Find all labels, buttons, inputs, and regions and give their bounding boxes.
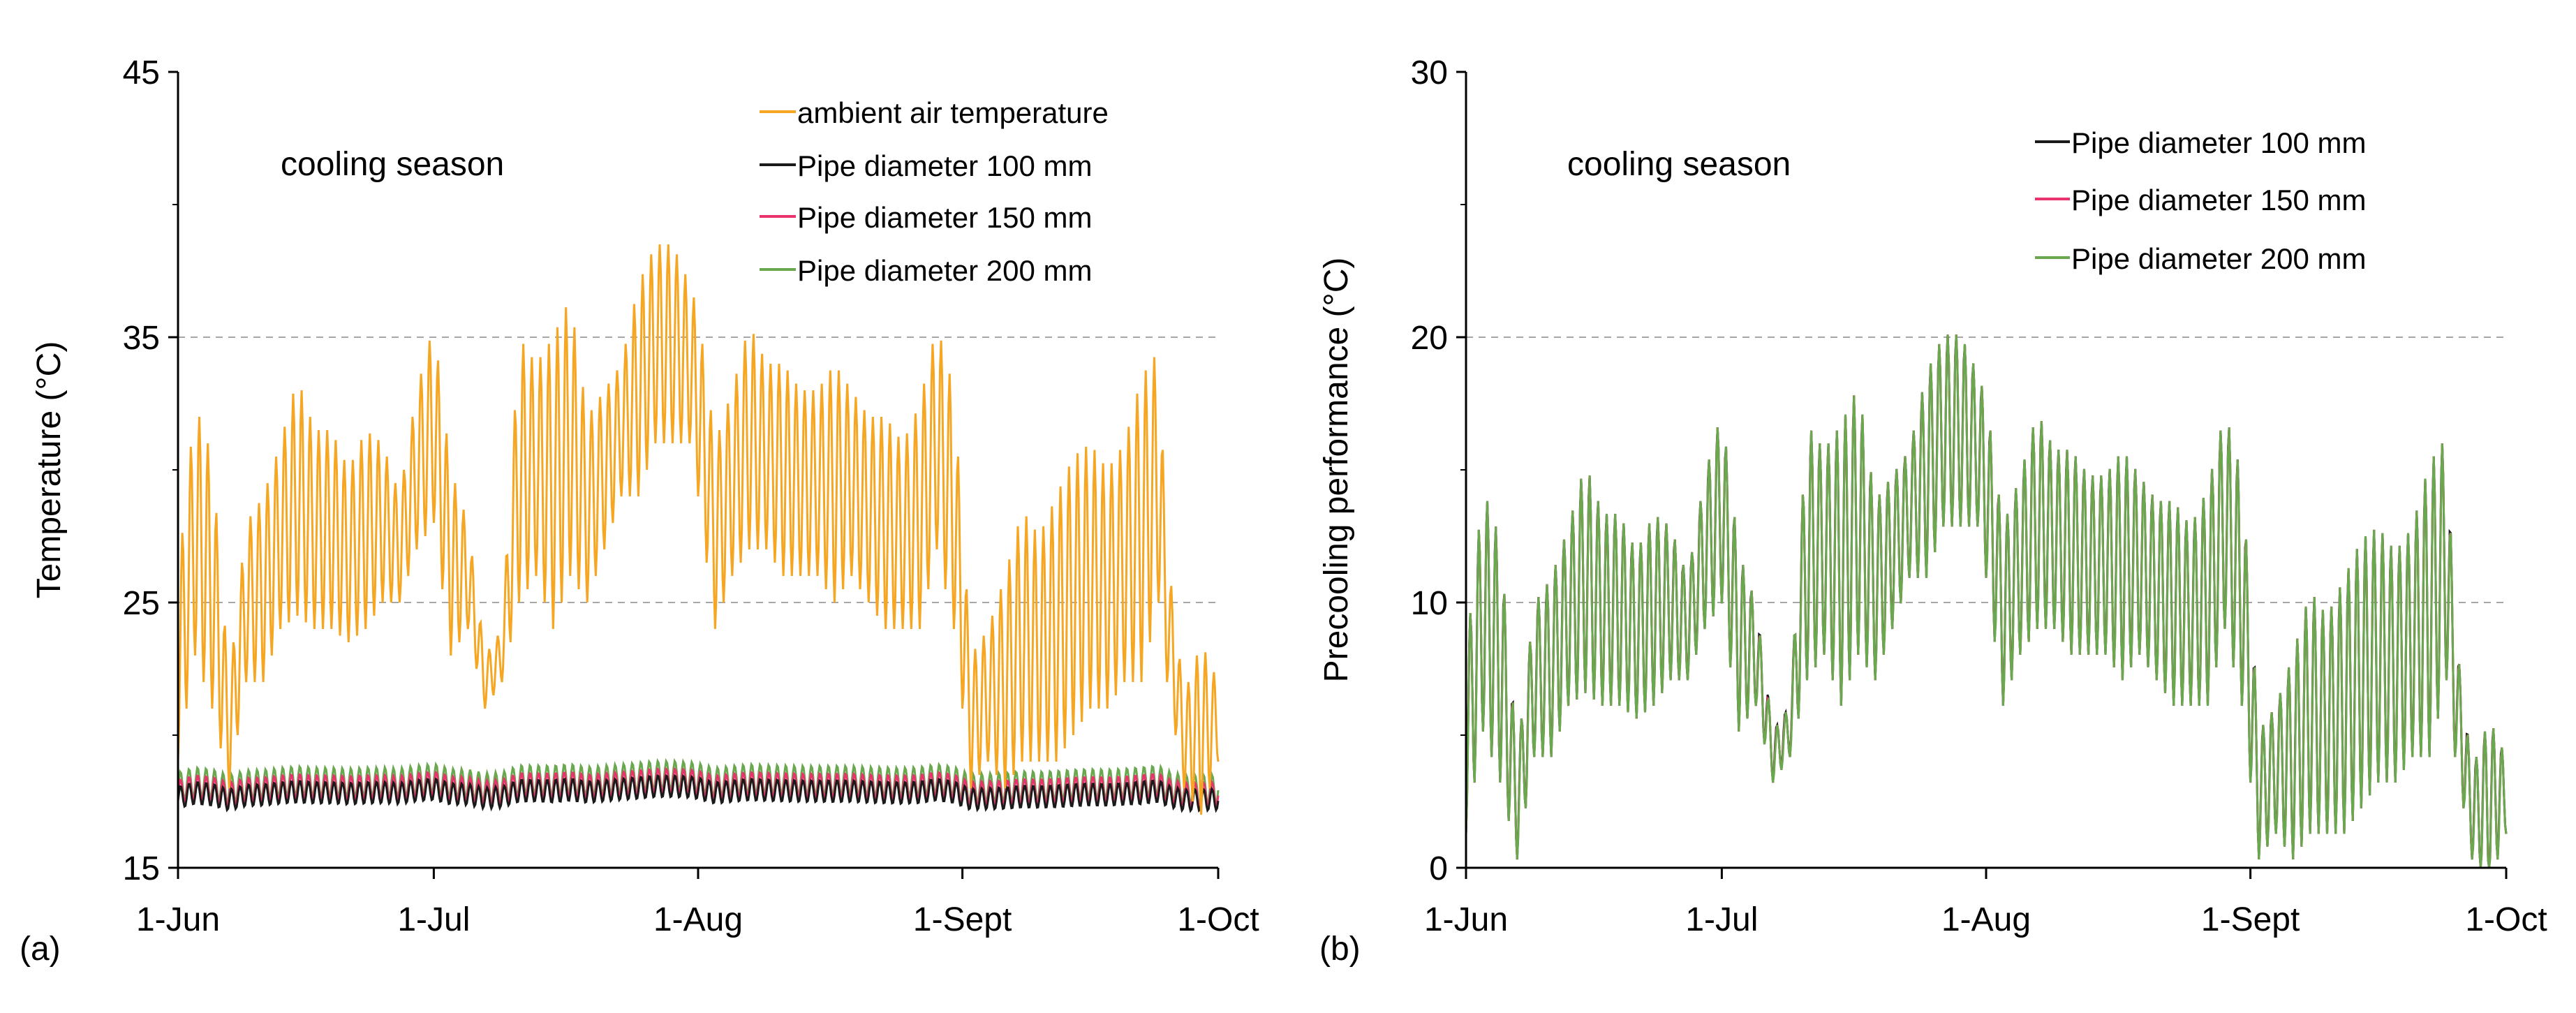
legend-label-100mm-b: Pipe diameter 100 mm [2071,126,2367,159]
y-tick-label: 15 [123,850,160,887]
series-group-a [177,244,1220,815]
gridlines-b [1466,337,2506,603]
series-line-pipe-diameter-100-mm [177,774,1220,813]
x-ticks-b: 1-Jun 1-Jul 1-Aug 1-Sept 1-Oct [1424,868,2547,938]
legend-label-200mm-a: Pipe diameter 200 mm [797,254,1093,287]
x-tick-label: 1-Aug [653,901,743,938]
y-axis-label-b: Precooling performance (°C) [1318,258,1355,683]
chart-panel-a: 15 25 35 45 1-Jun 1-Jul 1-Aug 1-Sept 1-Oct Temp… [20,54,1259,968]
y-tick-label: 25 [123,585,160,622]
series-line-ambient-air-temperature [177,244,1220,815]
panel-label-b: (b) [1319,931,1361,968]
series-line-b-pipe-diameter-200-mm [1465,334,2508,868]
series-group-b [1465,334,2508,868]
legend-b: Pipe diameter 100 mm Pipe diameter 150 m… [2035,126,2367,275]
y-tick-label: 10 [1411,585,1448,622]
chart-panel-b: 0 10 20 30 1-Jun 1-Jul 1-Aug 1-Sept 1-Oct Preco… [1318,54,2547,968]
x-tick-label: 1-Sept [2201,901,2300,938]
annotation-a: cooling season [281,146,504,183]
legend-label-ambient: ambient air temperature [797,96,1109,129]
annotation-b: cooling season [1567,146,1791,183]
panel-label-a: (a) [20,931,61,968]
x-tick-label: 1-Jun [136,901,220,938]
legend-label-150mm-a: Pipe diameter 150 mm [797,201,1093,234]
x-ticks-a: 1-Jun 1-Jul 1-Aug 1-Sept 1-Oct [136,868,1259,938]
y-tick-label: 0 [1429,850,1448,887]
y-tick-label: 30 [1411,54,1448,91]
x-tick-label: 1-Jul [1685,901,1758,938]
x-tick-label: 1-Oct [1177,901,1259,938]
x-tick-label: 1-Sept [913,901,1012,938]
y-tick-label: 45 [123,54,160,91]
y-ticks-b: 0 10 20 30 [1411,54,1466,887]
legend-label-150mm-b: Pipe diameter 150 mm [2071,184,2367,216]
gridlines-a [178,337,1218,603]
y-tick-label: 20 [1411,320,1448,357]
y-tick-label: 35 [123,320,160,357]
x-tick-label: 1-Aug [1941,901,2031,938]
x-tick-label: 1-Jul [397,901,470,938]
legend-label-200mm-b: Pipe diameter 200 mm [2071,242,2367,275]
legend-a: ambient air temperature Pipe diameter 10… [760,96,1109,287]
x-tick-label: 1-Oct [2465,901,2547,938]
y-ticks-a: 15 25 35 45 [123,54,178,887]
y-axis-label-a: Temperature (°C) [31,341,68,599]
x-tick-label: 1-Jun [1424,901,1508,938]
legend-label-100mm-a: Pipe diameter 100 mm [797,149,1093,182]
